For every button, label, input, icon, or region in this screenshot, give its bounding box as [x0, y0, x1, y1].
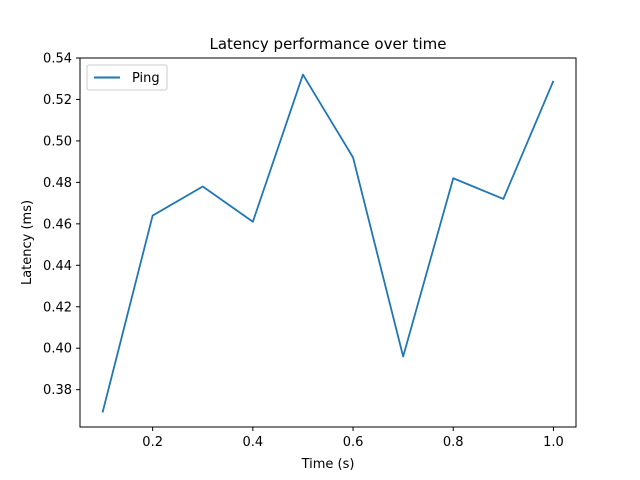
x-axis-label: Time (s) — [301, 457, 355, 472]
y-tick-label: 0.40 — [43, 342, 72, 357]
legend-entry-ping: Ping — [132, 71, 160, 86]
y-tick-label: 0.42 — [43, 300, 72, 315]
y-axis-ticks: 0.38 0.40 0.42 0.44 0.46 0.48 0.50 0.52 0.54 — [43, 52, 80, 398]
legend: Ping — [86, 64, 168, 91]
x-tick-label: 0.8 — [443, 435, 464, 450]
y-tick-label: 0.52 — [43, 93, 72, 108]
x-tick-label: 0.6 — [343, 435, 364, 450]
x-tick-label: 0.4 — [243, 435, 264, 450]
series-layer — [101, 73, 555, 413]
series-line-ping — [101, 73, 555, 413]
y-tick-label: 0.38 — [43, 383, 72, 398]
legend-box — [86, 64, 168, 91]
y-tick-label: 0.50 — [43, 134, 72, 149]
y-tick-label: 0.46 — [43, 217, 72, 232]
y-axis-label: Latency (ms) — [20, 200, 35, 285]
x-tick-label: 0.2 — [142, 435, 163, 450]
y-tick-label: 0.48 — [43, 176, 72, 191]
chart-title: Latency performance over time — [210, 35, 447, 53]
y-tick-label: 0.54 — [43, 52, 72, 67]
axes-frame — [79, 57, 577, 428]
y-tick-label: 0.44 — [43, 259, 72, 274]
x-axis-ticks: 0.2 0.4 0.6 0.8 1.0 — [142, 427, 564, 450]
x-tick-label: 1.0 — [543, 435, 564, 450]
